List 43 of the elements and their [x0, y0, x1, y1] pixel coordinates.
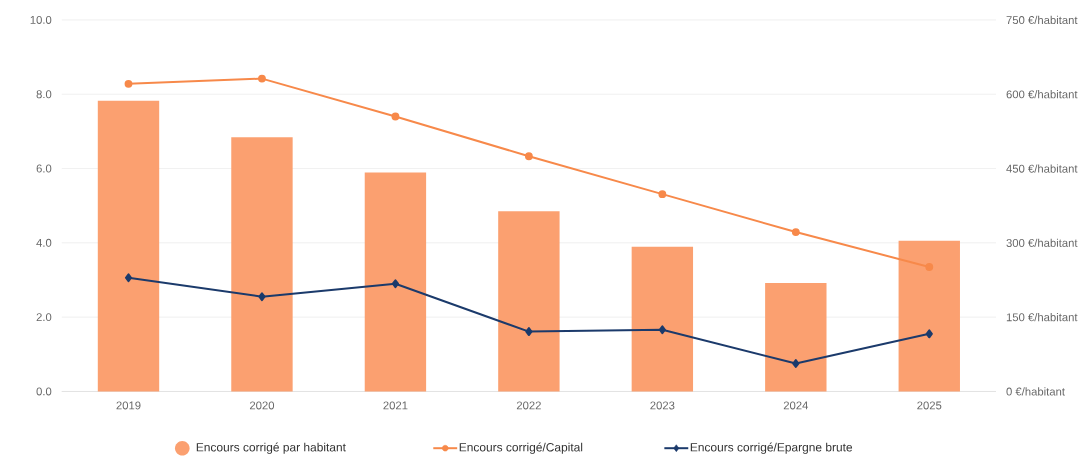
y2-tick-label: 750 €/habitant	[1006, 15, 1078, 24]
point	[791, 228, 800, 236]
bar	[364, 172, 427, 392]
x-tick-label: 2024	[783, 401, 809, 410]
y2-tick-label: 600 €/habitant	[1006, 90, 1078, 99]
point	[524, 152, 533, 161]
y2-tick-label: 450 €/habitant	[1006, 164, 1078, 173]
y-tick-label: 0.0	[36, 387, 52, 396]
point	[258, 74, 266, 83]
x-tick-label: 2021	[383, 401, 408, 410]
point	[258, 292, 266, 302]
bar	[498, 211, 560, 392]
point	[124, 273, 133, 283]
y-tick-label: 8.0	[36, 90, 52, 99]
point	[525, 327, 533, 336]
y2-tick-label: 150 €/habitant	[1006, 312, 1078, 322]
y-tick-label: 2.0	[36, 313, 52, 322]
legend-label: Encours corrigé par habitant	[196, 442, 346, 454]
bar	[231, 137, 293, 392]
point	[658, 190, 667, 198]
y2-tick-label: 300 €/habitant	[1006, 238, 1078, 247]
bar	[898, 240, 960, 392]
point	[925, 329, 933, 339]
point	[925, 262, 934, 271]
point	[792, 359, 800, 368]
bar	[631, 246, 694, 392]
x-tick-label: 2025	[917, 401, 942, 410]
point	[391, 279, 400, 289]
y2-tick-label: 0 €/habitant	[1006, 387, 1065, 396]
y-tick-label: 4.0	[36, 238, 52, 247]
point	[658, 325, 666, 335]
y-tick-label: 6.0	[36, 164, 52, 173]
point	[391, 112, 400, 121]
bar	[765, 282, 827, 392]
point	[124, 79, 133, 88]
x-tick-label: 2019	[116, 401, 141, 410]
legend-label: Encours corrigé/Capital	[459, 442, 583, 454]
x-tick-label: 2020	[249, 401, 275, 410]
legend-label: Encours corrigé/Epargne brute	[690, 442, 853, 454]
x-tick-label: 2023	[650, 401, 675, 410]
y-tick-label: 10.0	[30, 15, 52, 24]
bar	[97, 100, 160, 392]
x-tick-label: 2022	[516, 401, 541, 410]
